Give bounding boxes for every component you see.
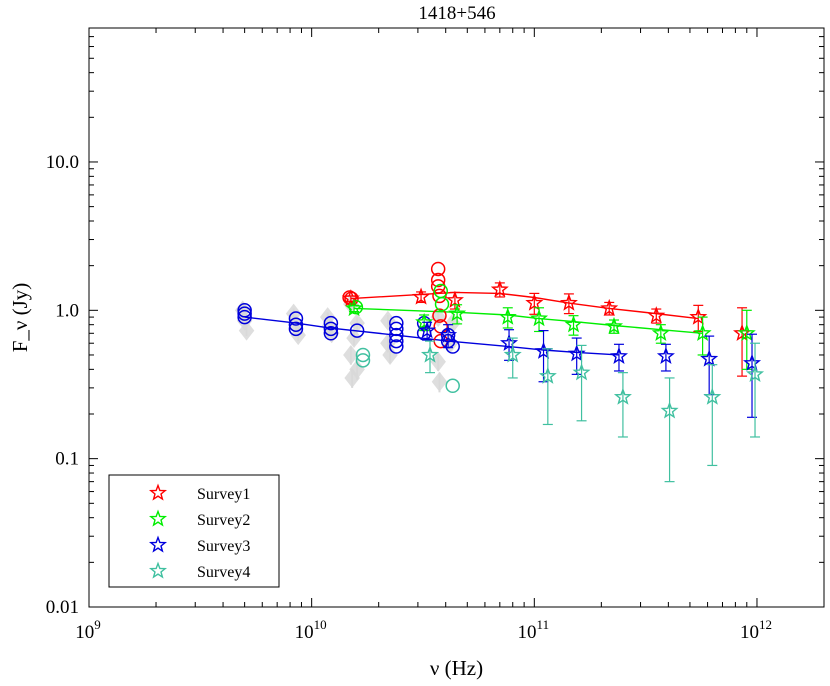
star-point-survey3 (742, 353, 762, 371)
y-tick-label: 0.1 (55, 449, 79, 470)
plot-area (234, 261, 765, 483)
circle-point-survey1 (430, 261, 446, 277)
circle-point-survey3 (389, 339, 404, 354)
historical-point (349, 359, 365, 380)
circle-point-survey3 (389, 333, 404, 349)
chart-title: 1418+546 (418, 3, 495, 24)
star-point-survey1 (559, 293, 578, 311)
x-axis-label: ν (Hz) (430, 656, 483, 680)
historical-point (382, 344, 398, 365)
historical-point (430, 351, 446, 372)
star-point-survey1 (733, 323, 752, 341)
plot-data-group (234, 261, 765, 483)
star-point-survey3 (500, 333, 519, 351)
legend-label-survey1: Survey1 (197, 486, 250, 503)
star-point-survey2 (448, 304, 467, 322)
star-point-survey3 (656, 346, 675, 364)
star-point-survey4 (572, 363, 591, 381)
axes: 109 1010 1011 1012 0.01 0.1 1.0 10.0 ν (Hz) F_ν (… (8, 27, 825, 680)
star-point-survey1 (689, 307, 708, 325)
legend-marker-survey1 (148, 483, 168, 501)
star-point-survey3 (700, 349, 719, 367)
star-point-survey2 (344, 298, 364, 317)
circle-point-survey3 (389, 315, 404, 331)
star-point-survey4 (613, 387, 632, 405)
star-point-survey2 (604, 316, 624, 335)
legend-marker-survey3 (148, 535, 168, 553)
historical-point (380, 333, 396, 354)
star-point-survey4 (503, 345, 522, 363)
star-point-survey1 (647, 306, 666, 324)
legend-marker-survey4 (148, 561, 168, 579)
star-point-survey3 (439, 325, 458, 343)
legend-marker-survey2 (148, 509, 168, 527)
circle-point-survey3 (288, 317, 304, 332)
x-tick-label: 109 (75, 617, 101, 643)
star-point-survey1 (412, 287, 431, 305)
star-point-survey2 (415, 312, 434, 330)
star-point-survey4 (745, 364, 765, 383)
star-point-survey2 (498, 307, 517, 325)
x-tick-label: 1010 (295, 617, 327, 643)
star-point-survey3 (609, 346, 629, 364)
star-point-survey4 (703, 387, 722, 405)
circle-point-survey3 (389, 327, 404, 343)
circle-point-survey4 (355, 347, 371, 363)
legend-label-survey3: Survey3 (197, 538, 250, 555)
circle-point-survey2 (434, 296, 450, 312)
circle-point-survey3 (288, 321, 304, 337)
star-point-survey2 (651, 323, 670, 341)
star-point-survey4 (420, 345, 440, 363)
circle-point-survey3 (323, 315, 339, 331)
star-point-survey2 (693, 323, 712, 341)
legend-label-survey2: Survey2 (197, 512, 250, 529)
y-axis-label: F_ν (Jy) (8, 283, 32, 353)
circle-point-survey1 (432, 308, 447, 323)
star-point-survey3 (418, 321, 437, 339)
circle-point-survey3 (349, 323, 365, 338)
historical-point (344, 367, 360, 388)
historical-point (431, 371, 448, 392)
circle-point-survey3 (323, 326, 339, 341)
circle-point-survey2 (348, 299, 364, 315)
circle-point-survey3 (237, 303, 252, 318)
star-point-survey4 (538, 366, 557, 384)
star-point-survey1 (341, 289, 360, 307)
x-tick-label: 1011 (518, 617, 550, 643)
star-point-survey1 (600, 298, 619, 317)
circle-point-survey4 (355, 353, 371, 368)
star-point-survey4 (660, 401, 679, 419)
circle-point-survey4 (445, 378, 460, 394)
y-tick-label: 10.0 (46, 152, 79, 173)
star-point-survey1 (490, 280, 509, 298)
fit-line-survey2 (354, 307, 703, 334)
circle-point-survey3 (237, 309, 252, 325)
historical-point (238, 320, 255, 341)
legend-label-survey4: Survey4 (197, 564, 250, 581)
star-point-survey1 (525, 293, 544, 311)
legend: Survey1 Survey2 Survey3 Survey4 (108, 474, 280, 588)
star-point-survey1 (445, 290, 464, 308)
y-tick-label: 1.0 (55, 300, 79, 321)
y-tick-label: 0.01 (46, 597, 79, 618)
star-point-survey2 (564, 315, 583, 333)
circle-point-survey3 (237, 306, 252, 321)
circle-point-survey3 (323, 321, 339, 337)
star-point-survey2 (737, 323, 756, 341)
circle-point-survey1 (430, 272, 446, 288)
legend-box (108, 474, 280, 588)
star-point-survey2 (529, 309, 549, 327)
historical-point (343, 344, 359, 365)
x-tick-label: 1012 (740, 617, 772, 643)
circle-point-survey3 (288, 311, 304, 326)
